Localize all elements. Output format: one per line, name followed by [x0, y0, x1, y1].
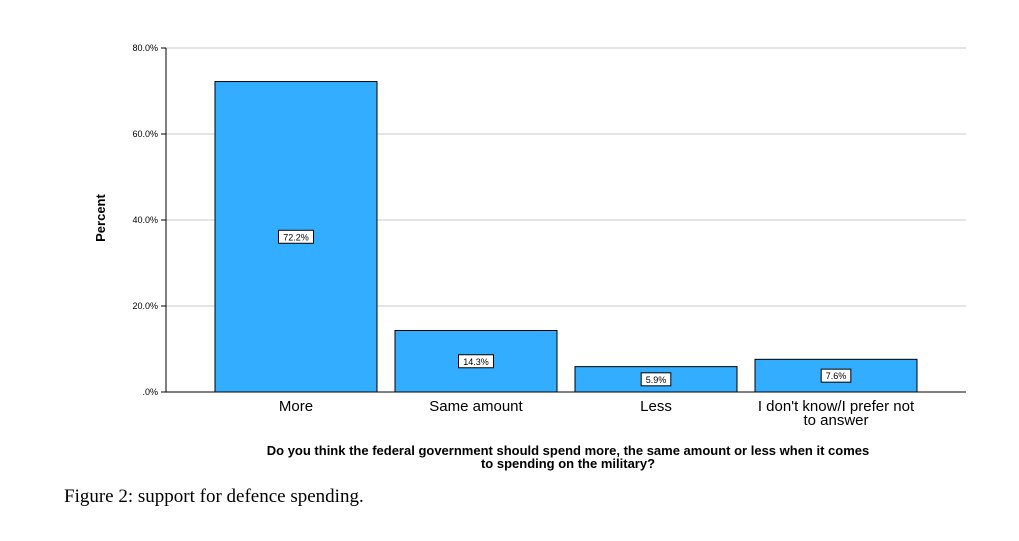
data-label-box: [278, 229, 314, 244]
data-label-box: [820, 368, 852, 383]
data-labels: 72.2% 14.3% 5.9% 7.6%: [278, 229, 852, 387]
x-tick-label-line: Same amount: [429, 398, 523, 415]
data-label: 14.3%: [463, 357, 489, 367]
x-tick-label-line: Less: [640, 398, 672, 415]
bar: [214, 81, 378, 393]
x-axis-label-line: to spending on the military?: [481, 456, 655, 471]
x-axis-label: Do you think the federal government shou…: [267, 443, 869, 471]
x-tick-label: More: [279, 398, 313, 415]
x-tick-label: Same amount: [429, 398, 523, 415]
y-tick-label: 40.0%: [132, 215, 158, 225]
y-tick-label: .0%: [142, 387, 158, 397]
data-label-box: [458, 354, 494, 369]
figure-caption: Figure 2: support for defence spending.: [64, 486, 364, 507]
data-label: 5.9%: [646, 375, 667, 385]
x-tick-label: I don't know/I prefer not to answer: [758, 398, 915, 429]
y-tick-label: 80.0%: [132, 43, 158, 53]
x-axis-label-line: Do you think the federal government shou…: [267, 443, 869, 458]
x-tick-label-line: to answer: [803, 412, 868, 429]
x-tick-label-line: I don't know/I prefer not: [758, 398, 915, 415]
data-label: 7.6%: [826, 371, 847, 381]
x-tick-label: Less: [640, 398, 672, 415]
x-tick-label-line: More: [279, 398, 313, 415]
data-label: 72.2%: [283, 232, 309, 242]
x-axis-ticks: More Same amount Less I don't know/I prefer…: [279, 398, 915, 429]
y-axis-label: Percent: [93, 193, 108, 241]
bars: [214, 81, 918, 393]
y-axis-ticks: .0% 20.0% 40.0% 60.0% 80.0%: [132, 43, 166, 397]
y-tick-label: 60.0%: [132, 129, 158, 139]
y-tick-label: 20.0%: [132, 301, 158, 311]
bar-chart: .0% 20.0% 40.0% 60.0% 80.0% 72.2% 14.3% 5.9% 7.…: [93, 43, 966, 471]
data-label-box: [640, 372, 672, 387]
